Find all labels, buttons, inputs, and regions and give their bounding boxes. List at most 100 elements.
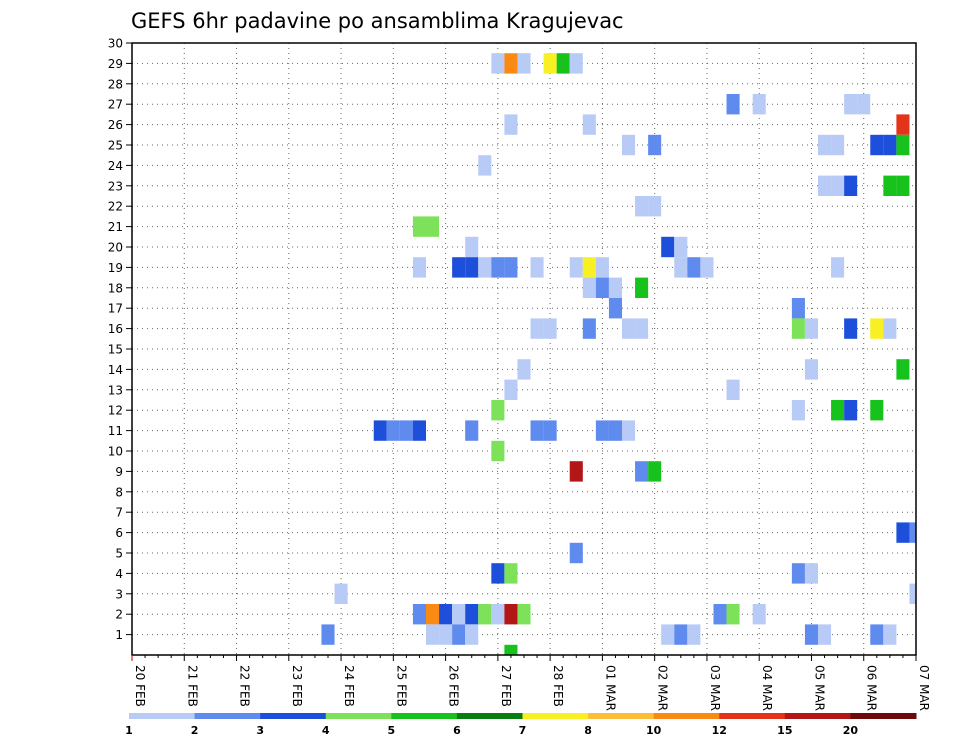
cell-member-16-step-35 (582, 318, 596, 339)
cell-member-1-step-41 (661, 624, 675, 645)
y-tick-label-5: 5 (115, 547, 123, 561)
cell-member-20-step-41 (661, 236, 675, 258)
cell-member-23-step-54 (831, 175, 845, 196)
y-tick-label-16: 16 (108, 322, 123, 336)
cell-member-11-step-21 (399, 420, 413, 441)
cell-member-16-step-38 (622, 318, 636, 339)
cell-member-4-step-52 (804, 563, 818, 584)
x-tick-label-12: 04 MAR (760, 665, 774, 711)
y-tick-label-2: 2 (115, 608, 123, 622)
cell-member-19-step-54 (831, 257, 845, 278)
cell-member-2-step-28 (491, 604, 505, 625)
colorbar-swatch-9 (719, 713, 786, 719)
y-tick-label-18: 18 (108, 281, 123, 295)
cell-member-19-step-27 (478, 257, 492, 278)
colorbar-label-6: 6 (453, 724, 461, 737)
cell-member-27-step-55 (844, 94, 858, 115)
cell-member-9-step-39 (635, 461, 649, 482)
cell-member-2-step-25 (452, 604, 466, 625)
cell-member-16-step-55 (844, 318, 858, 339)
cell-member-19-step-35 (582, 257, 596, 278)
cell-member-25-step-38 (622, 134, 636, 156)
cell-member-11-step-32 (543, 420, 557, 441)
cell-member-2-step-45 (713, 604, 727, 625)
y-tick-label-24: 24 (108, 159, 123, 173)
colorbar-swatch-10 (784, 713, 851, 719)
y-tick-label-9: 9 (115, 465, 123, 479)
cell-member-22-step-39 (635, 196, 649, 217)
cell-member-12-step-57 (870, 400, 884, 421)
y-tick-label-19: 19 (108, 261, 123, 275)
cell-member-29-step-32 (543, 53, 557, 74)
cell-member-2-step-46 (726, 604, 740, 625)
cell-member-16-step-39 (635, 318, 649, 339)
cell-member-1-step-15 (321, 624, 335, 645)
cell-member-10-step-28 (491, 440, 505, 462)
x-tick-label-7: 27 FEB (499, 665, 513, 707)
cell-member-4-step-29 (504, 563, 518, 584)
x-tick-label-11: 03 MAR (708, 665, 722, 711)
cell-member-13-step-29 (504, 379, 518, 400)
chart-title: GEFS 6hr padavine po ansamblima Kragujev… (131, 9, 624, 33)
cell-member-17-step-51 (791, 298, 805, 319)
colorbar-label-20: 20 (843, 724, 859, 737)
cell-member-3-step-60 (909, 583, 916, 604)
x-tick-label-4: 24 FEB (342, 665, 356, 707)
x-tick-label-6: 26 FEB (447, 665, 461, 707)
cell-member-12-step-54 (831, 400, 845, 421)
colorbar-swatch-7 (588, 713, 655, 719)
y-tick-label-17: 17 (108, 302, 123, 316)
cell-member-29-step-34 (569, 53, 583, 74)
cell-member-16-step-51 (791, 318, 805, 339)
cell-member-27-step-46 (726, 94, 740, 115)
cell-member-4-step-51 (791, 563, 805, 584)
y-tick-label-14: 14 (108, 363, 123, 377)
colorbar-label-15: 15 (777, 724, 792, 737)
cell-member-18-step-39 (635, 277, 649, 298)
cell-member-2-step-27 (478, 604, 492, 625)
cell-member-16-step-31 (530, 318, 544, 339)
cell-member-11-step-31 (530, 420, 544, 441)
cell-member-20-step-42 (674, 236, 688, 258)
cell-member-16-step-32 (543, 318, 557, 339)
y-tick-label-25: 25 (108, 139, 123, 153)
cell-member-1-step-53 (818, 624, 832, 645)
cell-member-19-step-26 (465, 257, 479, 278)
x-tick-label-9: 01 MAR (603, 665, 617, 711)
cell-member-25-step-54 (831, 134, 845, 156)
x-tick-label-1: 21 FEB (185, 665, 199, 707)
cell-member-19-step-36 (595, 257, 609, 278)
y-tick-label-7: 7 (115, 506, 123, 520)
cell-member-19-step-25 (452, 257, 466, 278)
cell-member-11-step-36 (595, 420, 609, 441)
x-tick-label-2: 22 FEB (238, 665, 252, 707)
cell-member-13-step-46 (726, 379, 740, 400)
cell-member-27-step-48 (752, 94, 766, 115)
cell-member-16-step-52 (804, 318, 818, 339)
cell-member-14-step-59 (896, 359, 910, 380)
y-tick-label-11: 11 (108, 424, 123, 438)
cell-member-22-step-40 (648, 196, 662, 217)
cell-member-11-step-19 (373, 420, 387, 441)
cell-member-23-step-53 (818, 175, 832, 196)
cell-member-1-step-26 (465, 624, 479, 645)
y-tick-label-15: 15 (108, 343, 123, 357)
y-axis-member-ticks: 1234567891011121314151617181920212223242… (108, 37, 132, 642)
y-tick-label-8: 8 (115, 485, 123, 499)
colorbar-label-7: 7 (519, 724, 527, 737)
x-tick-label-10: 02 MAR (656, 665, 670, 711)
cell-member-1-step-24 (439, 624, 453, 645)
cell-member-1-step-43 (687, 624, 701, 645)
cell-member-21-step-23 (426, 216, 440, 237)
cell-member-14-step-30 (517, 359, 531, 380)
y-tick-label-20: 20 (108, 241, 123, 255)
cell-member-29-step-28 (491, 53, 505, 74)
y-tick-label-22: 22 (108, 200, 123, 214)
cell-member-29-step-33 (556, 53, 570, 74)
colorbar-swatch-4 (391, 713, 458, 719)
cell-member-18-step-35 (582, 277, 596, 298)
cell-member-1-step-23 (426, 624, 440, 645)
colorbar-swatch-0 (129, 713, 196, 719)
cell-member-2-step-22 (412, 604, 426, 625)
